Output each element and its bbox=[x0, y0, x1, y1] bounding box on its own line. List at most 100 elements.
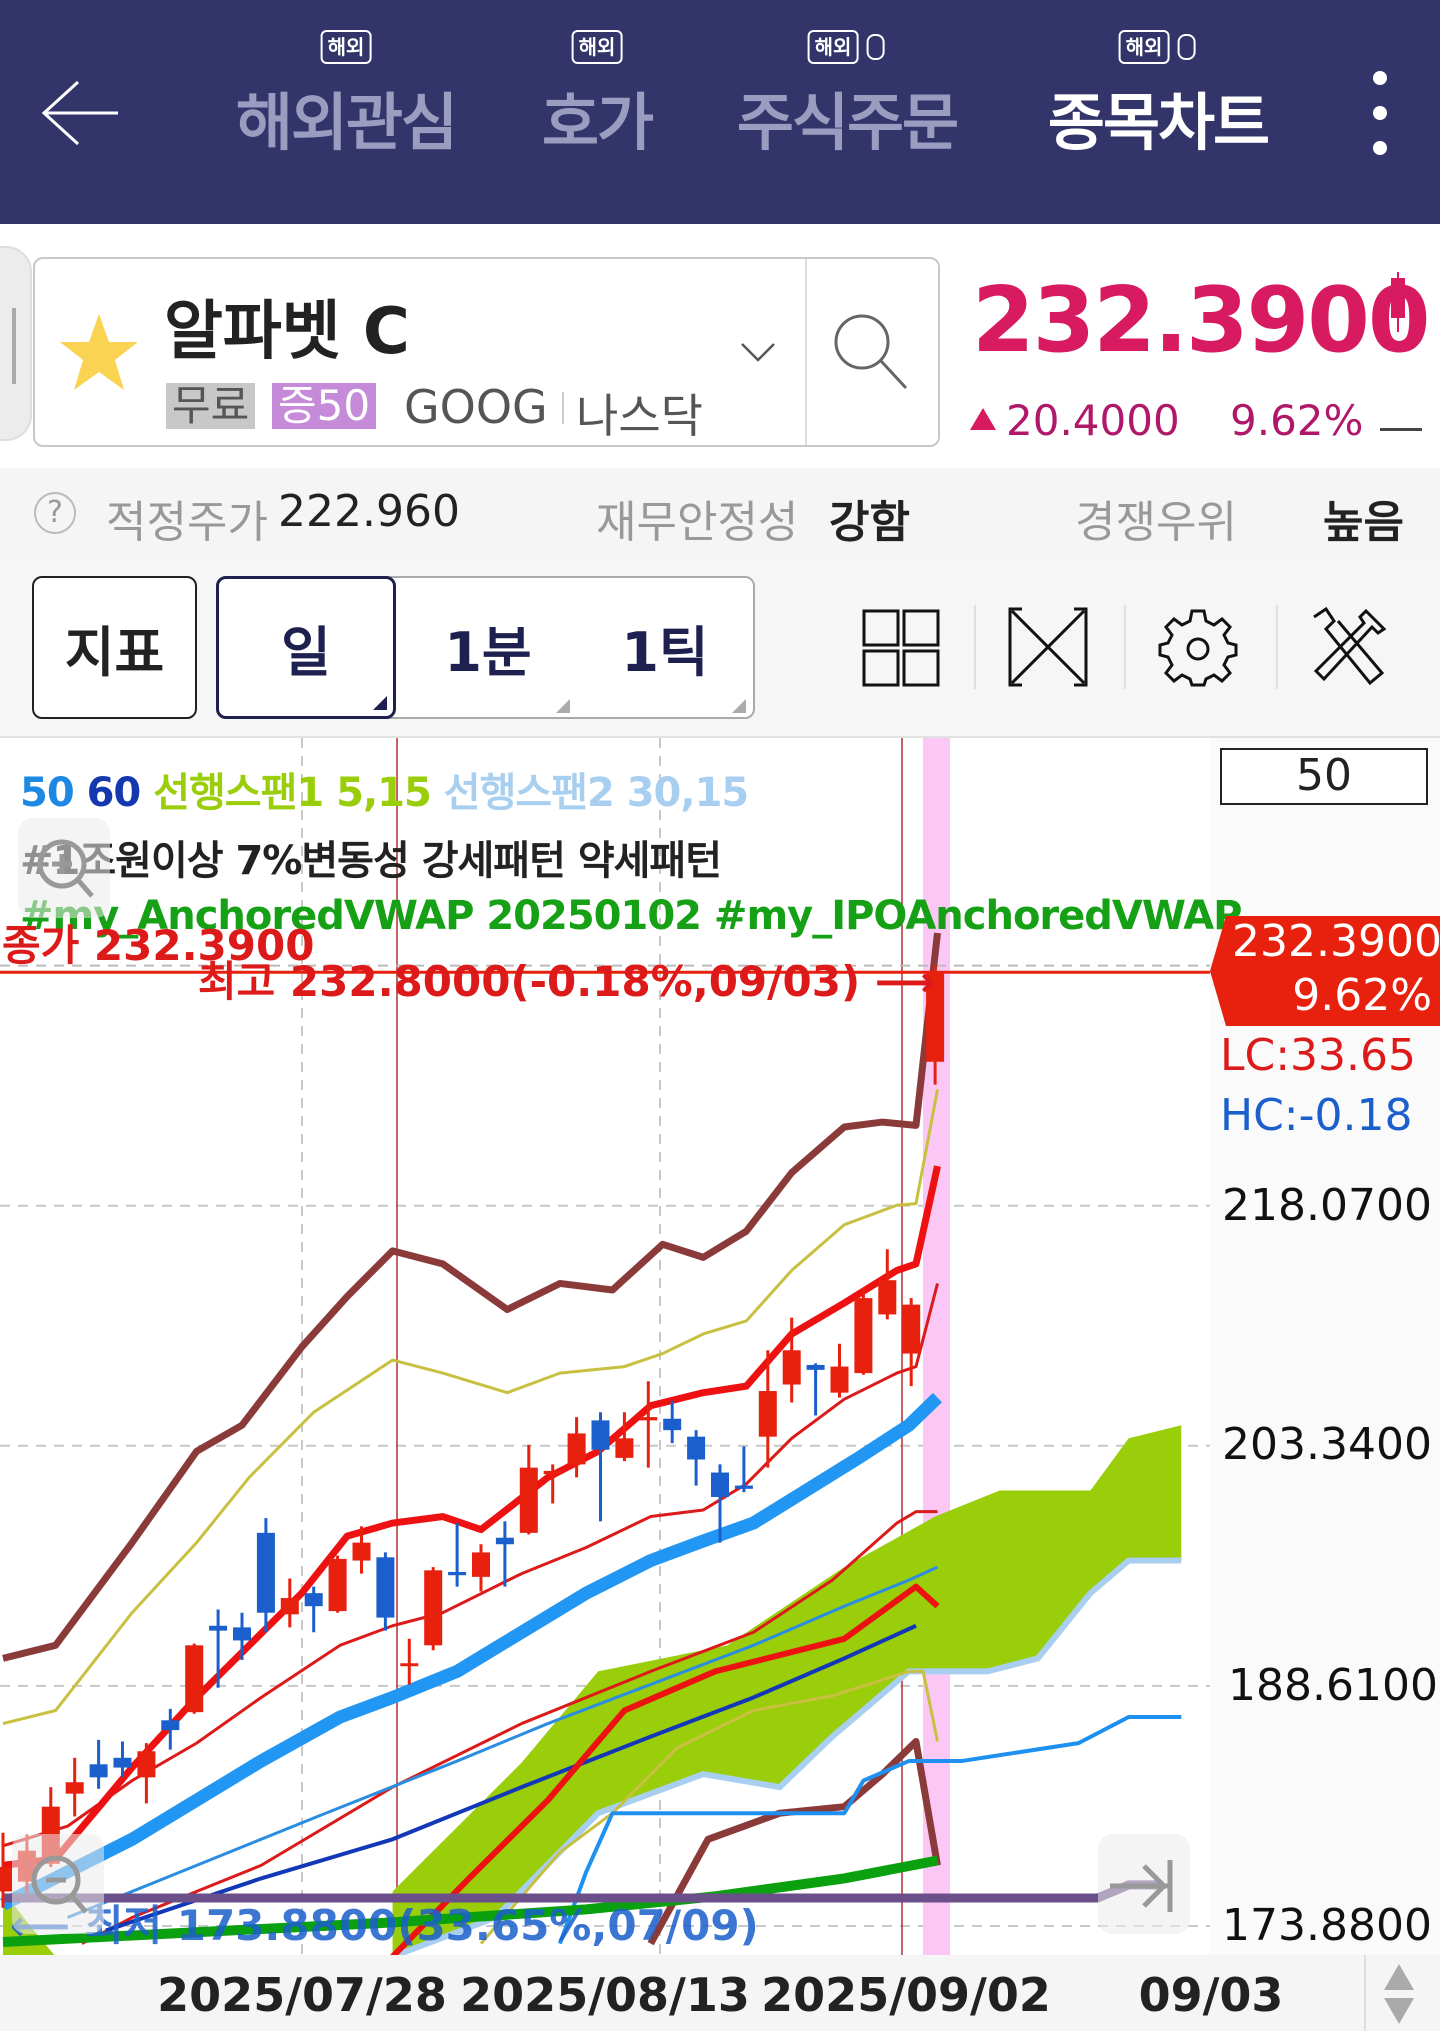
side-drawer-handle[interactable] bbox=[0, 246, 32, 441]
candle-icon bbox=[1391, 272, 1405, 332]
overseas-badge: 해외 bbox=[1118, 30, 1196, 64]
legend-item: 선행스팬2 30,15 bbox=[443, 770, 749, 816]
chevron-down-icon[interactable] bbox=[740, 340, 776, 364]
tab-4[interactable]: 종목차트 bbox=[1047, 86, 1270, 159]
indicator-line bbox=[390, 1583, 940, 1955]
trend-dash bbox=[1380, 428, 1422, 431]
legend-item: 60 bbox=[86, 770, 154, 816]
current-price-tag-price: 232.3900 bbox=[1232, 916, 1440, 967]
vwap-legend[interactable]: #my_AnchoredVWAP 20250102 #my_IPOAnchore… bbox=[20, 893, 1298, 939]
indicator-line bbox=[647, 1737, 941, 1946]
arrow-left-icon[interactable] bbox=[40, 78, 120, 148]
period-label: 일 bbox=[281, 621, 331, 684]
free-tag: 무료 bbox=[166, 383, 256, 429]
legend-item: 선행스팬1 5,15 bbox=[153, 770, 444, 816]
indicator-legend-row[interactable]: 50 60 선행스팬1 5,15 선행스팬2 30,15 bbox=[20, 760, 749, 818]
phone-sync-icon bbox=[866, 34, 885, 60]
candle-body bbox=[0, 1866, 12, 1892]
current-price: 232.3900 bbox=[972, 268, 1431, 373]
candle-body bbox=[519, 1467, 538, 1533]
star-favorite-icon[interactable] bbox=[58, 312, 140, 392]
x-tick-label: 2025/07/28 bbox=[157, 1968, 447, 2022]
divider bbox=[1124, 605, 1126, 689]
moat-value: 높음 bbox=[1323, 497, 1404, 548]
stock-name: 알파벳 C bbox=[164, 295, 410, 369]
candle-body bbox=[591, 1420, 610, 1450]
y-tick-label: 188.6100 bbox=[1228, 1660, 1438, 1711]
phone-sync-icon bbox=[1177, 34, 1196, 60]
settings-gear-icon[interactable] bbox=[1158, 607, 1238, 687]
high-annotation: 최고 232.8000(-0.18%,09/03) ⟶ bbox=[198, 948, 935, 1009]
valuation-row bbox=[0, 468, 1440, 560]
candle-body bbox=[113, 1757, 132, 1768]
margin-tag: 증50 bbox=[272, 383, 377, 429]
help-icon[interactable]: ? bbox=[34, 492, 76, 534]
period-minute-button[interactable]: 1분 bbox=[400, 576, 576, 719]
candle-body bbox=[543, 1470, 562, 1475]
candle-count-box[interactable]: 50 bbox=[1220, 748, 1428, 805]
zoom-in-button[interactable] bbox=[18, 818, 110, 918]
candle-body bbox=[615, 1438, 634, 1458]
period-day-button[interactable]: 일 bbox=[216, 576, 396, 719]
pattern-legend[interactable]: #1조원이상 7%변동성 강세패턴 약세패턴 bbox=[20, 838, 722, 884]
candle-body bbox=[233, 1627, 251, 1641]
ichimoku-cloud bbox=[392, 1425, 1182, 1955]
indicator-line bbox=[66, 1565, 939, 1919]
candle-body bbox=[926, 972, 945, 1062]
candle-body bbox=[758, 1391, 777, 1437]
layout-grid-icon[interactable] bbox=[862, 607, 942, 687]
candle-body bbox=[89, 1764, 108, 1778]
candle-body bbox=[687, 1436, 706, 1460]
candle-body bbox=[639, 1417, 658, 1421]
indicator-line bbox=[479, 1669, 939, 1945]
candle-body bbox=[424, 1570, 443, 1646]
x-tick-label: 2025/08/13 bbox=[460, 1968, 750, 2022]
tools-icon[interactable] bbox=[1308, 607, 1388, 687]
indicator-line bbox=[105, 1623, 917, 1933]
indicator-line bbox=[2, 1165, 941, 1869]
zoom-in-icon bbox=[37, 839, 94, 898]
fullscreen-icon[interactable] bbox=[1008, 607, 1088, 687]
indicator-line bbox=[2, 932, 941, 1662]
indicator-line bbox=[0, 1392, 943, 1911]
indicator-line bbox=[557, 1715, 1182, 1945]
search-icon[interactable] bbox=[830, 310, 910, 392]
stability-label: 재무안정성 bbox=[596, 497, 799, 548]
hc-label: HC:-0.18 bbox=[1220, 1090, 1413, 1141]
divider bbox=[562, 392, 564, 424]
candle-body bbox=[376, 1557, 395, 1618]
indicator-line bbox=[81, 1510, 938, 1945]
current-price-tag-pct: 9.62% bbox=[1292, 970, 1432, 1021]
scroll-to-latest-button[interactable] bbox=[1098, 1834, 1190, 1934]
candle-body bbox=[902, 1304, 921, 1354]
low-annotation: ⟵ 최저 173.8800(33.65%,07/09) bbox=[10, 1892, 759, 1953]
candle-body bbox=[328, 1558, 347, 1612]
candle-body bbox=[185, 1645, 204, 1713]
candle-body bbox=[472, 1552, 490, 1577]
period-tick-button[interactable]: 1틱 bbox=[578, 576, 752, 719]
high-annotation-text: 최고 232.8000(-0.18%,09/03) bbox=[198, 957, 861, 1006]
indicator-line bbox=[2, 1283, 939, 1848]
more-vertical-icon[interactable] bbox=[1366, 68, 1394, 158]
current-price-tag bbox=[1210, 916, 1440, 1026]
price-change-percent: 9.62% bbox=[1230, 396, 1364, 445]
tab-2[interactable]: 호가 bbox=[541, 86, 654, 159]
indicator-button[interactable]: 지표 bbox=[32, 576, 197, 719]
candle-body bbox=[734, 1485, 753, 1489]
jump-to-end-icon bbox=[1110, 1860, 1173, 1912]
zoom-out-button[interactable] bbox=[12, 1834, 104, 1934]
cloud-edge-line bbox=[391, 1557, 1182, 1955]
date-axis bbox=[0, 1955, 1440, 2031]
tab-1[interactable]: 해외관심 bbox=[235, 86, 458, 159]
price-chart[interactable] bbox=[0, 738, 1210, 1955]
period-label: 1틱 bbox=[621, 621, 709, 684]
tab-3[interactable]: 주식주문 bbox=[736, 86, 959, 159]
overseas-badge: 해외 bbox=[807, 30, 885, 64]
scroll-up-down-icon[interactable] bbox=[1382, 1962, 1416, 2026]
overseas-badge: 해외 bbox=[571, 30, 623, 64]
divider bbox=[1364, 1955, 1366, 2031]
candle-body bbox=[782, 1350, 801, 1385]
divider bbox=[1276, 605, 1278, 689]
overseas-badge: 해외 bbox=[320, 30, 372, 64]
